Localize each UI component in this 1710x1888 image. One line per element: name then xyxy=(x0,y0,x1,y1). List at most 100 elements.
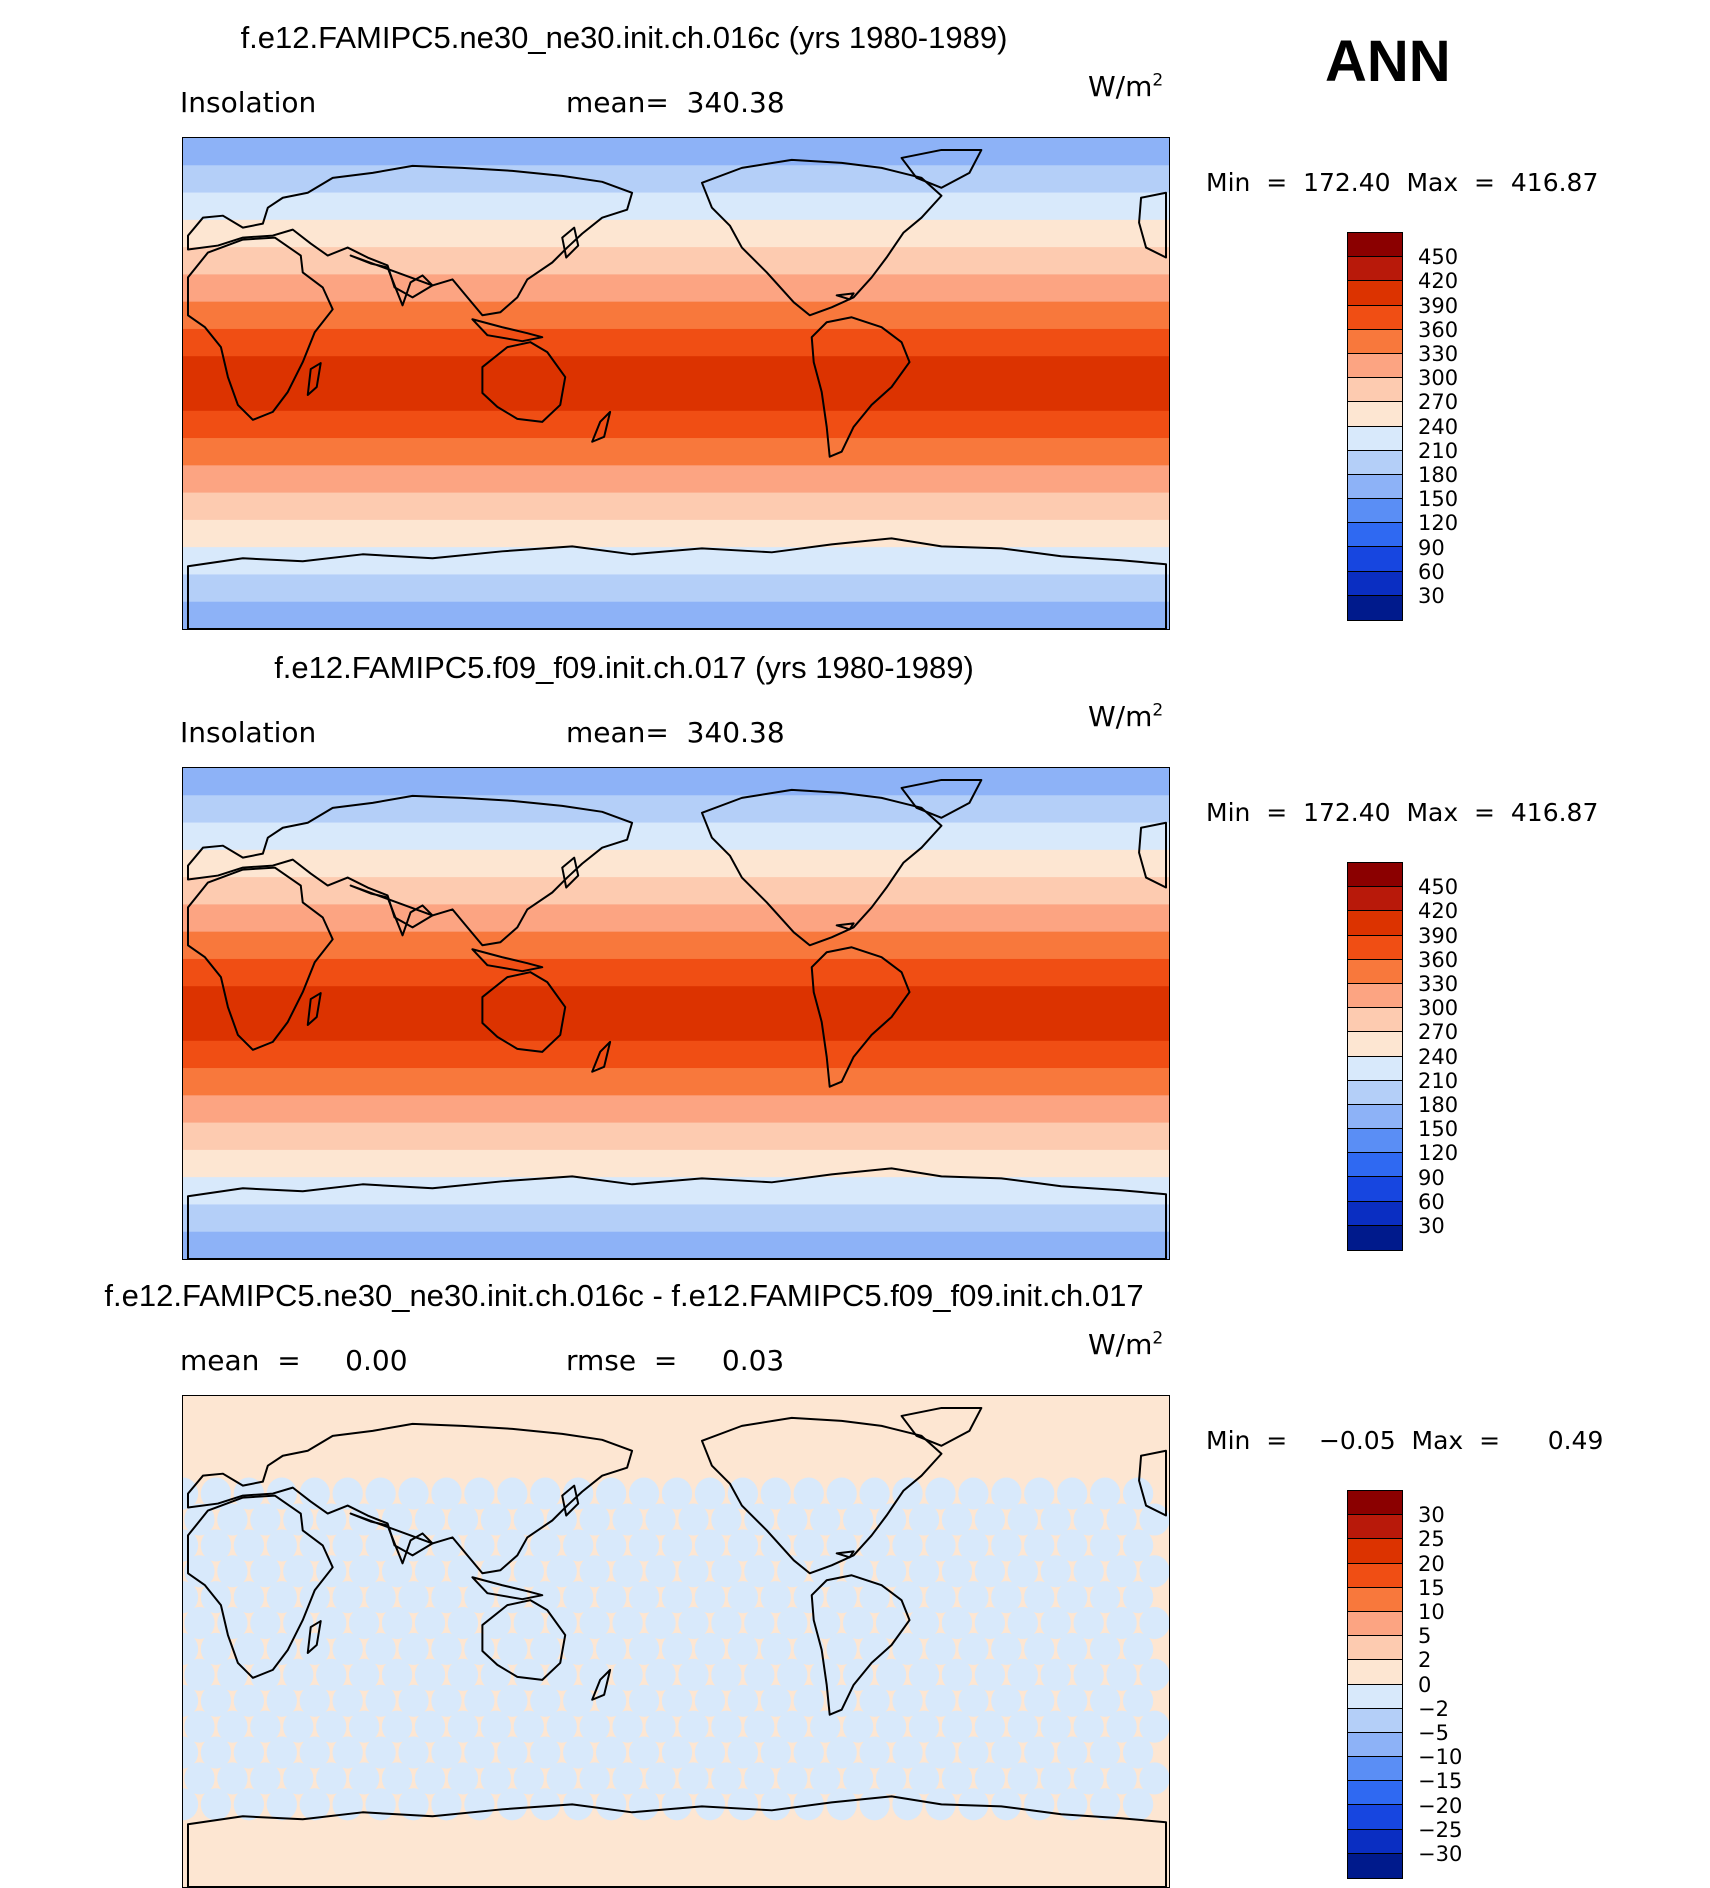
difference-cell xyxy=(283,1762,314,1795)
difference-cell xyxy=(1073,1607,1104,1640)
latitude-band xyxy=(183,986,1169,1015)
difference-cell xyxy=(1024,1684,1055,1717)
difference-cell xyxy=(727,1529,759,1562)
coastline xyxy=(561,856,580,889)
colorbar-tick: 240 xyxy=(1418,1044,1459,1069)
latitude-band xyxy=(183,356,1169,385)
difference-cell xyxy=(431,1581,462,1614)
difference-cell xyxy=(348,1710,380,1743)
difference-cell xyxy=(332,1632,363,1666)
colorbar-tick: −30 xyxy=(1418,1842,1463,1866)
latitude-band xyxy=(183,492,1169,521)
difference-cell xyxy=(678,1503,709,1536)
colorbar-swatch xyxy=(1348,1032,1402,1057)
difference-cell xyxy=(991,1529,1022,1562)
latitude-band xyxy=(183,438,1169,466)
season-label: ANN xyxy=(1325,29,1451,94)
coastline xyxy=(591,1668,612,1701)
latitude-band xyxy=(183,1095,1169,1124)
difference-cell xyxy=(892,1736,923,1769)
difference-cell xyxy=(398,1632,429,1666)
difference-cell xyxy=(793,1684,824,1717)
difference-cell xyxy=(1040,1503,1071,1536)
latitude-band xyxy=(183,465,1169,494)
difference-cell xyxy=(200,1529,232,1562)
difference-cell xyxy=(464,1581,495,1614)
colorbar-tick: 10 xyxy=(1418,1600,1445,1624)
difference-cell xyxy=(530,1736,561,1769)
units-label: W/m2 xyxy=(1088,700,1164,733)
difference-cell xyxy=(497,1736,528,1769)
difference-cell xyxy=(283,1503,314,1536)
colorbar-swatch xyxy=(1348,1660,1402,1685)
difference-cell xyxy=(447,1762,479,1795)
colorbar-tick: −5 xyxy=(1418,1721,1449,1745)
latitude-band xyxy=(183,138,1169,166)
difference-cell xyxy=(727,1736,759,1769)
coastline xyxy=(306,362,322,396)
difference-cell xyxy=(727,1632,759,1666)
difference-cell xyxy=(1057,1632,1088,1666)
difference-cell xyxy=(250,1658,281,1691)
difference-cell xyxy=(266,1477,297,1510)
colorbar-swatch xyxy=(1348,1225,1402,1250)
colorbar-tick: 5 xyxy=(1418,1624,1432,1649)
colorbar-tick: 390 xyxy=(1418,293,1459,318)
colorbar-tick: −20 xyxy=(1418,1793,1463,1818)
difference-cell xyxy=(628,1736,660,1769)
difference-cell xyxy=(414,1503,446,1536)
difference-cell xyxy=(1040,1710,1071,1743)
colorbar-tick: −2 xyxy=(1418,1696,1449,1721)
difference-cell xyxy=(365,1736,396,1769)
difference-cell xyxy=(1089,1632,1121,1666)
difference-cell xyxy=(744,1762,775,1795)
panel-difference: f.e12.FAMIPC5.ne30_ne30.init.ch.016c - f… xyxy=(0,1268,1710,1888)
difference-cell xyxy=(711,1658,742,1691)
colorbar-swatch xyxy=(1348,1080,1402,1105)
coastline xyxy=(591,410,612,443)
latitude-band xyxy=(183,822,1169,851)
difference-cell xyxy=(250,1762,281,1795)
difference-cell xyxy=(1073,1710,1104,1743)
difference-cell xyxy=(513,1710,544,1743)
difference-cell xyxy=(842,1503,874,1536)
difference-cell xyxy=(447,1710,479,1743)
difference-cell xyxy=(908,1503,940,1536)
difference-cell xyxy=(628,1529,660,1562)
difference-cell xyxy=(727,1581,759,1614)
latitude-band xyxy=(183,410,1169,439)
colorbar-swatch xyxy=(1348,1853,1402,1878)
coastline xyxy=(186,1167,1168,1259)
coastline xyxy=(1138,191,1168,259)
difference-cell xyxy=(645,1710,676,1743)
difference-cell xyxy=(777,1555,808,1588)
difference-cell xyxy=(283,1555,314,1588)
difference-cell xyxy=(1089,1529,1121,1562)
colorbar-swatch xyxy=(1348,1636,1402,1661)
difference-cell xyxy=(1057,1581,1088,1614)
colorbar-swatch xyxy=(1348,935,1402,960)
difference-cell xyxy=(579,1710,610,1743)
difference-cell xyxy=(398,1477,429,1510)
difference-cell xyxy=(974,1710,1006,1743)
difference-cell xyxy=(299,1529,330,1562)
difference-cell xyxy=(661,1788,693,1821)
difference-cell xyxy=(958,1632,989,1666)
difference-cell xyxy=(381,1658,413,1691)
colorbar-swatch xyxy=(1348,547,1402,572)
difference-cell xyxy=(431,1788,462,1821)
difference-cell xyxy=(480,1607,512,1640)
difference-cell xyxy=(661,1581,693,1614)
difference-cell xyxy=(793,1477,824,1510)
difference-cell xyxy=(842,1762,874,1795)
latitude-band xyxy=(183,958,1169,987)
difference-cell xyxy=(908,1607,940,1640)
latitude-band xyxy=(183,547,1169,576)
difference-cell xyxy=(645,1762,676,1795)
difference-cell xyxy=(694,1788,726,1821)
colorbar-tick: 150 xyxy=(1418,1117,1459,1142)
difference-cell xyxy=(908,1658,940,1691)
colorbar-tick: 360 xyxy=(1418,947,1459,972)
colorbar-tick: 25 xyxy=(1418,1527,1445,1552)
difference-cell xyxy=(332,1736,363,1769)
